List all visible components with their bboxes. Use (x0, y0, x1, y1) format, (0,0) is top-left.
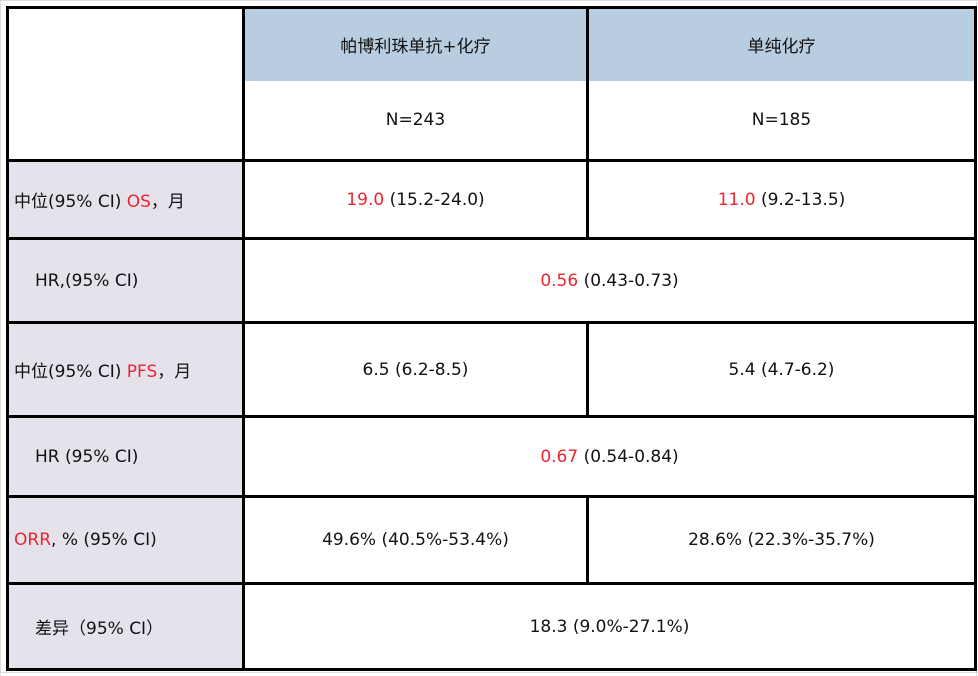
pfs-control-value: 5.4 (4.7-6.2) (728, 359, 835, 380)
results-table: 帕博利珠单抗+化疗 单纯化疗 N=243 N=185 中位(95% CI) OS… (6, 6, 977, 671)
orr-label-cell: ORR, % (95% CI) (6, 495, 245, 585)
os-label-highlight: OS (126, 192, 151, 212)
os-treatment-value: 19.0 (346, 189, 385, 210)
pfs-treatment-value: 6.5 (6.2-8.5) (362, 359, 469, 380)
n-control-cell: N=185 (586, 80, 977, 162)
diff-label: 差异（95% CI） (35, 619, 164, 639)
orr-control-value: 28.6% (22.3%-35.7%) (688, 530, 875, 550)
pfs-label-prefix: 中位(95% CI) (14, 362, 127, 382)
os-control-ci: (9.2-13.5) (755, 189, 846, 210)
os-control-value: 11.0 (717, 189, 756, 210)
pfs-control-cell: 5.4 (4.7-6.2) (586, 321, 977, 418)
column-header-control: 单纯化疗 (586, 6, 977, 81)
pfs-treatment-cell: 6.5 (6.2-8.5) (242, 321, 589, 418)
pfs-label-suffix: ，月 (157, 362, 192, 382)
pfs-label-cell: 中位(95% CI) PFS，月 (6, 321, 245, 418)
header-row: 帕博利珠单抗+化疗 单纯化疗 (6, 6, 977, 162)
os-row: 中位(95% CI) OS，月 19.0 (15.2-24.0) 11.0 (9… (6, 159, 977, 240)
n-treatment-cell: N=243 (242, 80, 589, 162)
pfs-hr-value-cell: 0.67 (0.54-0.84) (242, 415, 977, 498)
os-hr-value: 0.56 (540, 270, 579, 291)
column-header-treatment-text: 帕博利珠单抗+化疗 (340, 37, 491, 58)
os-hr-label-cell: HR,(95% CI) (6, 237, 245, 324)
os-label-prefix: 中位(95% CI) (14, 192, 127, 212)
orr-label-highlight: ORR (14, 530, 52, 550)
os-treatment-ci: (15.2-24.0) (384, 189, 485, 210)
sheet-gridline (0, 672, 978, 673)
orr-treatment-value: 49.6% (40.5%-53.4%) (322, 530, 509, 550)
column-header-control-text: 单纯化疗 (747, 37, 816, 58)
os-label-cell: 中位(95% CI) OS，月 (6, 159, 245, 240)
n-treatment: N=243 (385, 109, 446, 130)
orr-treatment-cell: 49.6% (40.5%-53.4%) (242, 495, 589, 585)
os-hr-value-cell: 0.56 (0.43-0.73) (242, 237, 977, 324)
sheet-gridline (0, 0, 978, 1)
os-hr-label: HR,(95% CI) (35, 270, 139, 291)
pfs-hr-row: HR (95% CI) 0.67 (0.54-0.84) (6, 415, 977, 498)
os-label-suffix: ，月 (150, 192, 185, 212)
n-row: N=243 N=185 (8, 80, 977, 162)
pfs-hr-ci: (0.54-0.84) (578, 446, 679, 467)
diff-label-cell: 差异（95% CI） (6, 582, 245, 671)
column-header-treatment: 帕博利珠单抗+化疗 (242, 6, 589, 81)
corner-cell (6, 6, 245, 162)
diff-row: 差异（95% CI） 18.3 (9.0%-27.1%) (6, 582, 977, 671)
orr-label-suffix: , % (95% CI) (51, 530, 157, 550)
sheet-gridline (0, 0, 1, 676)
pfs-row: 中位(95% CI) PFS，月 6.5 (6.2-8.5) 5.4 (4.7-… (6, 321, 977, 418)
pfs-hr-label-cell: HR (95% CI) (6, 415, 245, 498)
diff-value-cell: 18.3 (9.0%-27.1%) (242, 582, 977, 671)
n-control: N=185 (751, 109, 812, 130)
os-control-cell: 11.0 (9.2-13.5) (586, 159, 977, 240)
os-hr-ci: (0.43-0.73) (578, 270, 679, 291)
os-hr-row: HR,(95% CI) 0.56 (0.43-0.73) (6, 237, 977, 324)
orr-control-cell: 28.6% (22.3%-35.7%) (586, 495, 977, 585)
pfs-hr-label: HR (95% CI) (35, 446, 139, 467)
pfs-hr-value: 0.67 (540, 446, 579, 467)
sheet-gridline (976, 0, 977, 676)
os-treatment-cell: 19.0 (15.2-24.0) (242, 159, 589, 240)
diff-value: 18.3 (9.0%-27.1%) (529, 616, 690, 637)
pfs-label-highlight: PFS (126, 362, 158, 382)
orr-row: ORR, % (95% CI) 49.6% (40.5%-53.4%) 28.6… (6, 495, 977, 585)
